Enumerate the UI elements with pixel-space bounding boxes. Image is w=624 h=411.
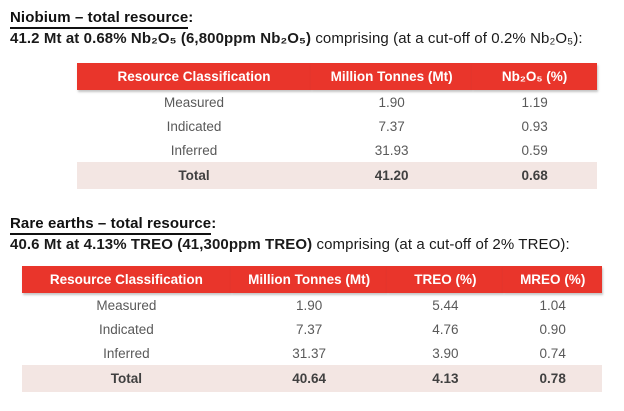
table-header-row: Resource Classification Million Tonnes (… — [22, 266, 602, 293]
rare-earths-resource-table: Resource Classification Million Tonnes (… — [22, 266, 602, 392]
row-label-cell: Inferred — [103, 345, 150, 361]
section-rare-earths: Rare earths – total resource: 40.6 Mt at… — [10, 215, 614, 392]
table-header-row: Resource Classification Million Tonnes (… — [77, 63, 597, 90]
value-cell: 4.76 — [432, 321, 459, 337]
value-cell: 7.37 — [295, 321, 323, 337]
value-cell: 0.93 — [521, 118, 548, 134]
row-label-cell: Indicated — [166, 118, 222, 134]
niobium-summary: 41.2 Mt at 0.68% Nb₂O₅ (6,800ppm Nb₂O₅) … — [10, 30, 614, 47]
total-value-cell: 4.13 — [387, 365, 504, 392]
row-label-cell: Inferred — [170, 142, 218, 158]
table-row-inferred: Inferred 31.93 0.59 — [77, 138, 597, 162]
niobium-title-text: Niobium – total resource — [10, 9, 189, 29]
rare-earths-summary: 40.6 Mt at 4.13% TREO (41,300ppm TREO) c… — [10, 236, 614, 253]
value-cell: 1.04 — [539, 297, 566, 313]
rare-earths-title-text: Rare earths – total resource — [10, 215, 212, 235]
value-cell: 31.93 — [374, 142, 409, 158]
rare-earths-summary-bold: 40.6 Mt at 4.13% TREO (41,300ppm TREO) — [10, 236, 313, 253]
value-cell: 5.44 — [432, 297, 459, 313]
table-row-indicated: Indicated 7.37 0.93 — [77, 114, 597, 138]
value-cell: 1.90 — [295, 297, 323, 313]
value-cell: 1.90 — [378, 94, 405, 110]
total-value-cell: 40.64 — [230, 365, 388, 392]
value-cell: 0.74 — [539, 345, 566, 361]
total-label-cell: Total — [22, 365, 231, 392]
niobium-resource-table: Resource Classification Million Tonnes (… — [77, 63, 597, 189]
row-label-cell: Measured — [163, 94, 225, 110]
row-label-cell: Indicated — [99, 321, 154, 337]
rare-earths-title-colon: : — [211, 215, 217, 232]
table-row-measured: Measured 1.90 5.44 1.04 — [22, 293, 602, 317]
column-header-treo-pct: TREO (%) — [387, 266, 504, 293]
column-header-resource-classification: Resource Classification — [77, 63, 311, 90]
table-row-total: Total 41.20 0.68 — [77, 162, 597, 189]
table-row-measured: Measured 1.90 1.19 — [77, 90, 597, 114]
niobium-summary-bold: 41.2 Mt at 0.68% Nb₂O₅ (6,800ppm Nb₂O₅) — [10, 30, 312, 47]
value-cell: 1.19 — [521, 94, 548, 110]
column-header-million-tonnes: Million Tonnes (Mt) — [230, 266, 388, 293]
row-label-cell: Measured — [96, 297, 157, 313]
section-niobium: Niobium – total resource: 41.2 Mt at 0.6… — [10, 9, 614, 189]
total-label-cell: Total — [77, 162, 311, 189]
column-header-resource-classification: Resource Classification — [22, 266, 231, 293]
total-value-cell: 0.78 — [503, 365, 602, 392]
rare-earths-summary-rest: comprising (at a cut-off of 2% TREO): — [312, 236, 570, 253]
total-value-cell: 0.68 — [472, 162, 597, 189]
column-header-million-tonnes: Million Tonnes (Mt) — [311, 63, 473, 90]
table-row-indicated: Indicated 7.37 4.76 0.90 — [22, 317, 602, 341]
column-header-mreo-pct: MREO (%) — [503, 266, 602, 293]
table-row-total: Total 40.64 4.13 0.78 — [22, 365, 602, 392]
value-cell: 0.90 — [539, 321, 566, 337]
value-cell: 0.59 — [521, 142, 548, 158]
niobium-section-title: Niobium – total resource: — [10, 9, 614, 29]
value-cell: 7.37 — [378, 118, 405, 134]
value-cell: 3.90 — [432, 345, 459, 361]
column-header-nb2o5-pct: Nb₂O₅ (%) — [472, 63, 597, 90]
table-row-inferred: Inferred 31.37 3.90 0.74 — [22, 341, 602, 365]
niobium-title-colon: : — [188, 9, 194, 26]
total-value-cell: 41.20 — [311, 162, 473, 189]
niobium-summary-rest: comprising (at a cut-off of 0.2% Nb₂O₅): — [311, 30, 583, 47]
rare-earths-section-title: Rare earths – total resource: — [10, 215, 614, 235]
document-page: Niobium – total resource: 41.2 Mt at 0.6… — [10, 9, 614, 392]
value-cell: 31.37 — [292, 345, 326, 361]
